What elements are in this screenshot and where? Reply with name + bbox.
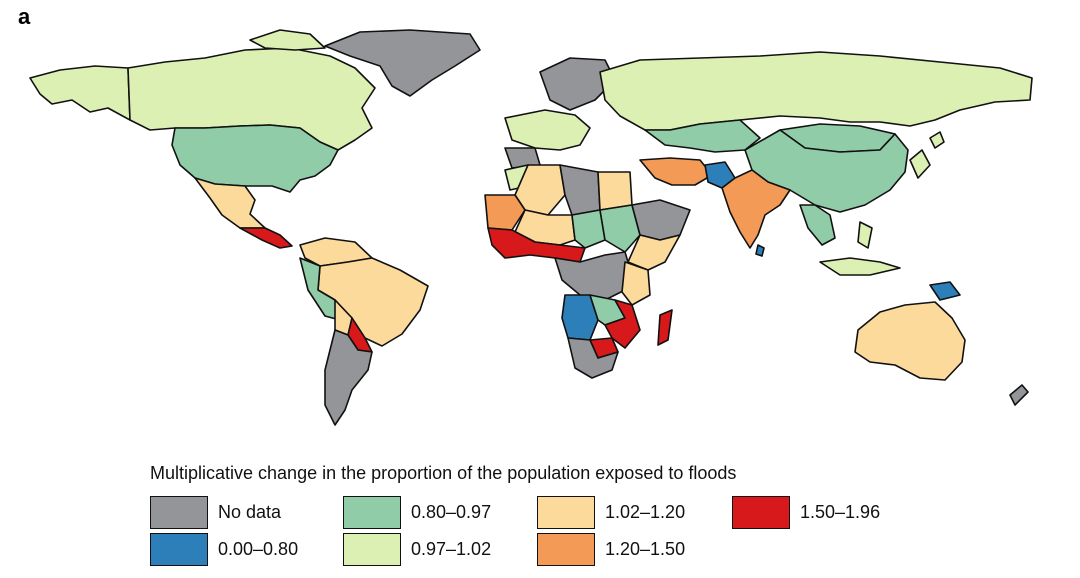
region-central-africa — [554, 251, 629, 301]
region-libya — [559, 164, 601, 216]
region-united-states — [171, 124, 339, 193]
region-russia — [599, 51, 1033, 131]
legend-swatch-0-00-0-80 — [150, 533, 208, 566]
legend-swatch-1-50-1-96 — [732, 496, 790, 529]
legend-label-no-data: No data — [218, 502, 282, 522]
legend-swatch-1-02-1-20 — [537, 496, 595, 529]
legend-label-0-80-0-97: 0.80–0.97 — [411, 502, 492, 522]
region-new-zealand — [1009, 384, 1029, 406]
region-kazakhstan — [644, 119, 761, 153]
region-mozambique — [604, 299, 641, 349]
legend-label-0-00-0-80: 0.00–0.80 — [218, 539, 299, 559]
region-australia — [854, 301, 966, 381]
region-japan-north — [929, 131, 945, 149]
region-mexico — [194, 177, 266, 229]
legend-label-1-20-1-50: 1.20–1.50 — [605, 539, 686, 559]
legend-swatch-0-80-0-97 — [343, 496, 401, 529]
region-sri-lanka — [755, 244, 765, 257]
legend-swatch-no-data — [150, 496, 208, 529]
region-east-africa — [621, 261, 651, 306]
region-southeast-asia — [799, 204, 836, 246]
region-west-africa-north — [484, 194, 526, 231]
region-papua-new-guinea — [929, 281, 961, 301]
region-philippines — [857, 221, 873, 249]
region-india — [721, 169, 791, 249]
region-madagascar — [657, 309, 673, 346]
panel-label: a — [18, 4, 31, 29]
region-sudan — [599, 204, 641, 253]
legend-label-1-50-1-96: 1.50–1.96 — [800, 502, 881, 522]
region-ethiopia — [631, 199, 691, 241]
region-western-europe — [504, 109, 591, 151]
region-central-america — [239, 227, 293, 249]
region-southern-africa — [567, 337, 619, 379]
legend-swatch-0-97-1-02 — [343, 533, 401, 566]
region-alaska — [29, 65, 131, 121]
region-greenland — [324, 29, 481, 97]
region-chad — [571, 209, 606, 249]
legend-title: Multiplicative change in the proportion … — [150, 463, 737, 483]
region-egypt — [597, 171, 633, 211]
legend-label-1-02-1-20: 1.02–1.20 — [605, 502, 686, 522]
region-arctic-islands — [249, 29, 326, 51]
region-argentina — [324, 329, 373, 426]
legend-swatch-1-20-1-50 — [537, 533, 595, 566]
legend-label-0-97-1-02: 0.97–1.02 — [411, 539, 492, 559]
region-japan — [909, 149, 931, 179]
region-middle-east — [639, 157, 713, 186]
region-indonesia — [819, 257, 901, 276]
